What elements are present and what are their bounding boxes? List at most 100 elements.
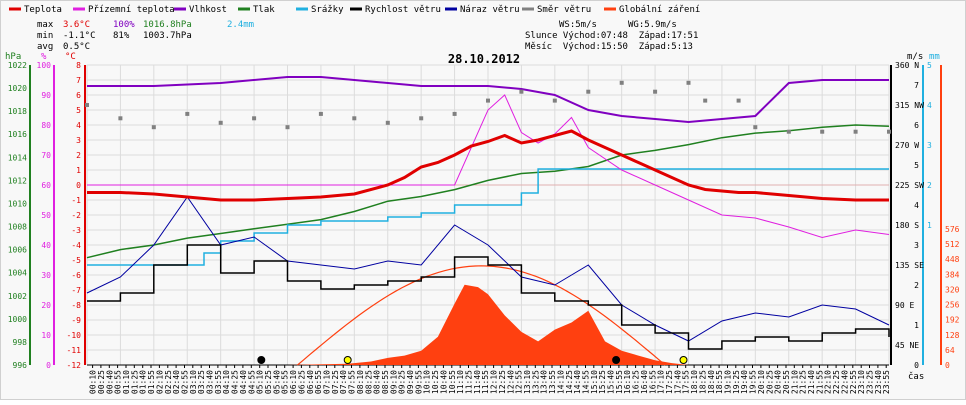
tick-ms-1: 6 <box>914 121 919 130</box>
tick-mm-2: 3 <box>927 141 932 150</box>
x-tick-label-57: 14:25 <box>565 370 574 394</box>
x-tick-label-36: 09:10 <box>389 370 398 394</box>
x-tick-label-67: 16:55 <box>648 370 657 394</box>
x-tick-label-60: 15:10 <box>590 370 599 394</box>
x-tick-label-29: 07:25 <box>331 370 340 394</box>
info-moon: Měsíc Východ:15:50 Západ:5:13 <box>525 42 693 52</box>
wind-dir-point-3 <box>185 111 190 116</box>
wind-dir-point-19 <box>703 98 708 103</box>
tick-ms-4: 3 <box>914 241 919 250</box>
x-tick-label-79: 19:55 <box>749 370 758 394</box>
unit-mm: mm <box>929 52 940 62</box>
x-tick-label-21: 05:25 <box>264 370 273 394</box>
x-tick-label-35: 08:55 <box>381 370 390 394</box>
x-tick-label-89: 22:25 <box>832 370 841 394</box>
tick-hpa-8: 1006 <box>8 246 27 255</box>
wind-dir-point-7 <box>318 111 323 116</box>
x-tick-label-78: 19:40 <box>740 370 749 394</box>
wind-dir-point-4 <box>218 120 223 125</box>
series-sr-ky <box>87 168 889 266</box>
tick-dir-2: 270 W <box>895 141 919 150</box>
x-tick-label-40: 10:10 <box>423 370 432 394</box>
stat-max-hum: 100% <box>113 20 135 30</box>
x-tick-label-23: 05:55 <box>281 370 290 394</box>
tick-wm2-9: 0 <box>945 361 950 370</box>
wind-dir-point-14 <box>552 98 557 103</box>
marker-moonrise <box>612 356 621 364</box>
x-tick-label-18: 04:40 <box>239 370 248 394</box>
x-tick-label-91: 22:55 <box>849 370 858 394</box>
x-tick-label-33: 08:25 <box>364 370 373 394</box>
tick-wm2-8: 64 <box>945 346 955 355</box>
tick-ms-3: 4 <box>914 201 919 210</box>
grid <box>86 64 890 366</box>
tick-temp-11: -3 <box>71 226 81 235</box>
tick-temp-2: 6 <box>76 91 81 100</box>
tick-wm2-4: 320 <box>945 285 960 294</box>
tick-hpa-2: 1018 <box>8 107 27 116</box>
x-tick-label-68: 17:10 <box>657 370 666 394</box>
x-tick-label-13: 03:25 <box>197 370 206 394</box>
x-tick-label-17: 04:25 <box>231 370 240 394</box>
series-vlhkost <box>87 76 889 124</box>
x-tick-label-20: 05:10 <box>256 370 265 394</box>
tick-pct-4: 60 <box>41 181 51 190</box>
tick-temp-19: -11 <box>67 346 82 355</box>
tick-hpa-1: 1020 <box>8 84 27 93</box>
x-tick-label-53: 13:25 <box>531 370 540 394</box>
tick-temp-0: 8 <box>76 61 81 70</box>
unit-pct: % <box>41 52 47 62</box>
legend-label-6: Náraz větru <box>460 5 520 15</box>
tick-dir-7: 45 NE <box>895 341 919 350</box>
stat-max-label: max <box>37 20 54 30</box>
x-tick-label-7: 01:55 <box>147 370 156 394</box>
wind-dir-point-12 <box>486 98 490 103</box>
x-tick-label-6: 01:40 <box>139 370 148 394</box>
x-tick-label-19: 04:55 <box>247 370 256 394</box>
x-tick-label-56: 14:10 <box>556 370 565 394</box>
legend-label-5: Rychlost větru <box>365 5 441 15</box>
x-tick-label-49: 12:25 <box>498 370 507 394</box>
x-tick-label-12: 03:10 <box>189 370 198 394</box>
tick-pct-2: 80 <box>41 121 51 130</box>
x-tick-label-50: 12:40 <box>506 370 515 394</box>
x-tick-label-25: 06:25 <box>297 370 306 394</box>
tick-dir-0: 360 N <box>895 61 919 70</box>
x-tick-label-1: 00:25 <box>97 370 106 394</box>
x-tick-label-39: 09:55 <box>414 370 423 394</box>
wind-dir-point-18 <box>686 80 691 85</box>
tick-dir-1: 315 NW <box>895 101 924 110</box>
tick-temp-12: -4 <box>71 241 81 250</box>
wind-dir-point-22 <box>786 129 791 134</box>
x-tick-label-58: 14:40 <box>573 370 582 394</box>
x-tick-label-2: 00:40 <box>105 370 114 394</box>
tick-temp-5: 3 <box>76 136 81 145</box>
x-tick-label-3: 00:55 <box>114 370 123 394</box>
x-tick-label-32: 08:10 <box>356 370 365 394</box>
tick-pct-1: 90 <box>41 91 51 100</box>
x-tick-label-94: 23:40 <box>874 370 883 394</box>
x-tick-label-84: 21:10 <box>790 370 799 394</box>
info-wg: WG:5.9m/s <box>628 20 677 30</box>
tick-temp-17: -9 <box>71 316 81 325</box>
wind-dir-point-16 <box>619 80 624 85</box>
legend-label-7: Směr větru <box>537 5 591 15</box>
tick-mm-0: 5 <box>927 61 932 70</box>
wind-dir-point-1 <box>118 116 123 121</box>
x-tick-label-64: 16:10 <box>623 370 632 394</box>
tick-ms-0: 7 <box>914 81 919 90</box>
tick-temp-9: -1 <box>71 196 81 205</box>
wind-dir-point-24 <box>853 129 858 134</box>
series-globalni-zareni-area <box>87 284 889 365</box>
x-tick-label-73: 18:25 <box>698 370 707 394</box>
tick-wm2-0: 576 <box>945 225 960 234</box>
x-tick-label-41: 10:25 <box>431 370 440 394</box>
tick-pct-5: 50 <box>41 211 51 220</box>
legend-label-0: Teplota <box>24 5 62 15</box>
tick-hpa-10: 1002 <box>8 292 27 301</box>
x-tick-label-71: 17:55 <box>682 370 691 394</box>
legend-label-1: Přízemní teplota <box>88 5 175 15</box>
wind-dir-point-20 <box>736 98 741 103</box>
tick-dir-6: 90 E <box>895 301 914 310</box>
wind-dir-point-9 <box>385 120 390 125</box>
